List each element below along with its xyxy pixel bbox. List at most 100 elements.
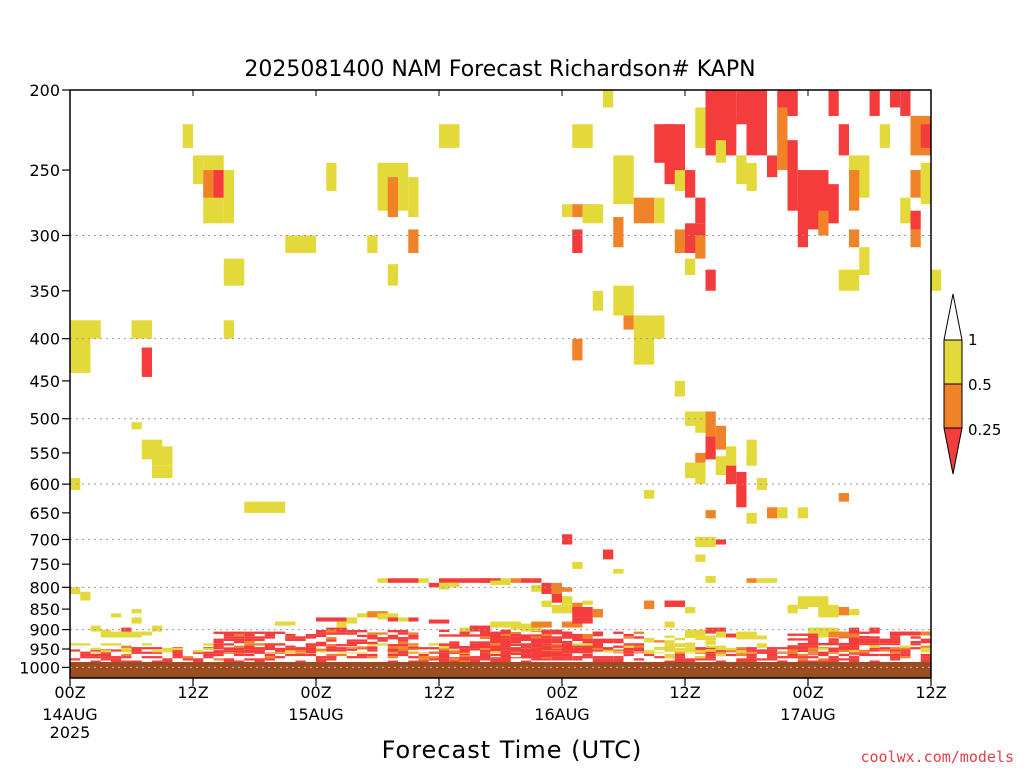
band-cell (920, 640, 931, 644)
x-tick-label: 00Z (54, 683, 85, 702)
band-cell (172, 651, 183, 654)
band-cell (900, 656, 911, 659)
ri-cell (920, 631, 931, 636)
ri-cell (828, 90, 839, 116)
band-cell (736, 647, 747, 650)
ri-cell (828, 631, 860, 638)
band-cell (879, 649, 890, 652)
band-cell (551, 658, 562, 661)
band-cell (521, 657, 532, 659)
band-cell (531, 657, 542, 659)
credit-text[interactable]: coolwx.com/models (860, 748, 1014, 766)
band-cell (500, 654, 511, 658)
band-cell (203, 651, 214, 654)
band-cell (644, 651, 655, 654)
band-cell (244, 652, 255, 654)
band-cell (428, 652, 439, 654)
band-cell (849, 651, 860, 654)
ri-cell (736, 631, 757, 640)
band-cell (910, 643, 921, 646)
band-cell (408, 643, 419, 646)
band-cell (408, 634, 419, 638)
band-cell (234, 636, 245, 639)
band-cell (695, 647, 706, 650)
band-cell (756, 645, 767, 648)
band-cell (264, 652, 275, 654)
ri-cell (572, 229, 583, 253)
band-cell (920, 656, 931, 659)
band-cell (490, 631, 501, 634)
band-cell (234, 652, 245, 654)
band-cell (223, 631, 234, 634)
band-cell (305, 633, 316, 637)
ri-cell (285, 235, 316, 253)
ri-cell (551, 594, 562, 603)
ri-cell (562, 534, 573, 545)
band-cell (80, 651, 91, 654)
band-cell (182, 656, 193, 659)
ri-cell (469, 625, 491, 632)
ri-cell (910, 210, 921, 230)
band-cell (244, 638, 255, 641)
band-cell (264, 656, 275, 659)
ri-cell (838, 269, 860, 291)
band-cell (459, 660, 470, 662)
band-cell (623, 653, 634, 657)
ri-cell (398, 617, 409, 622)
band-cell (510, 648, 521, 651)
band-cell (90, 660, 101, 662)
band-cell (900, 653, 911, 657)
band-cell (715, 652, 726, 654)
band-cell (705, 658, 716, 661)
band-cell (705, 642, 716, 645)
ri-cell (90, 320, 101, 339)
band-cell (705, 637, 716, 641)
band-cell (541, 629, 552, 632)
band-cell (490, 657, 501, 659)
ri-cell (80, 591, 91, 601)
ri-cell (223, 170, 234, 224)
band-cell (326, 627, 337, 630)
band-cell (244, 645, 255, 648)
ri-cell (736, 155, 747, 185)
band-cell (541, 631, 552, 635)
band-cell (500, 638, 511, 641)
ri-cell (408, 617, 419, 622)
ri-cell (480, 578, 501, 583)
ri-cell (141, 347, 152, 377)
band-cell (920, 658, 931, 661)
band-cell (480, 654, 491, 658)
ri-cell (377, 613, 398, 620)
band-cell (367, 634, 378, 638)
band-cell (244, 653, 255, 657)
band-cell (408, 647, 419, 651)
band-cell (326, 644, 337, 647)
band-cell (705, 651, 716, 654)
band-cell (592, 640, 603, 644)
band-cell (305, 643, 316, 646)
band-cell (111, 649, 122, 652)
band-cell (500, 649, 511, 652)
ri-cell (777, 107, 788, 171)
band-cell (367, 643, 378, 646)
band-cell (90, 652, 101, 654)
band-cell (346, 632, 357, 635)
band-cell (439, 658, 450, 661)
band-cell (551, 638, 562, 641)
band-cell (849, 650, 860, 653)
band-cell (213, 631, 224, 634)
ri-cell (890, 90, 901, 108)
ri-cell (131, 617, 142, 624)
band-cell (162, 647, 173, 651)
band-cell (316, 658, 327, 661)
band-cell (838, 647, 849, 650)
band-cell (162, 660, 173, 662)
y-axis: 200 250 300 350 400 450 500 550 600 650 700 750 800 8… (19, 81, 70, 677)
band-cell (90, 647, 101, 651)
band-cell (100, 643, 111, 646)
band-cell (469, 658, 480, 661)
ri-cell (920, 162, 931, 205)
band-cell (551, 631, 562, 634)
band-cell (408, 656, 419, 659)
